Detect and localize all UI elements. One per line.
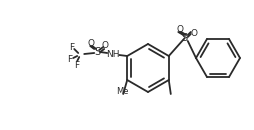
Text: F: F [69,43,74,51]
Text: O: O [102,41,109,50]
Text: F: F [74,60,79,70]
Text: S: S [182,33,188,43]
Text: O: O [190,28,197,37]
Text: S: S [94,47,100,57]
Text: F: F [67,54,72,63]
Text: O: O [88,38,95,47]
Text: NH: NH [106,50,120,58]
Text: Me: Me [116,87,129,96]
Text: O: O [176,24,183,34]
